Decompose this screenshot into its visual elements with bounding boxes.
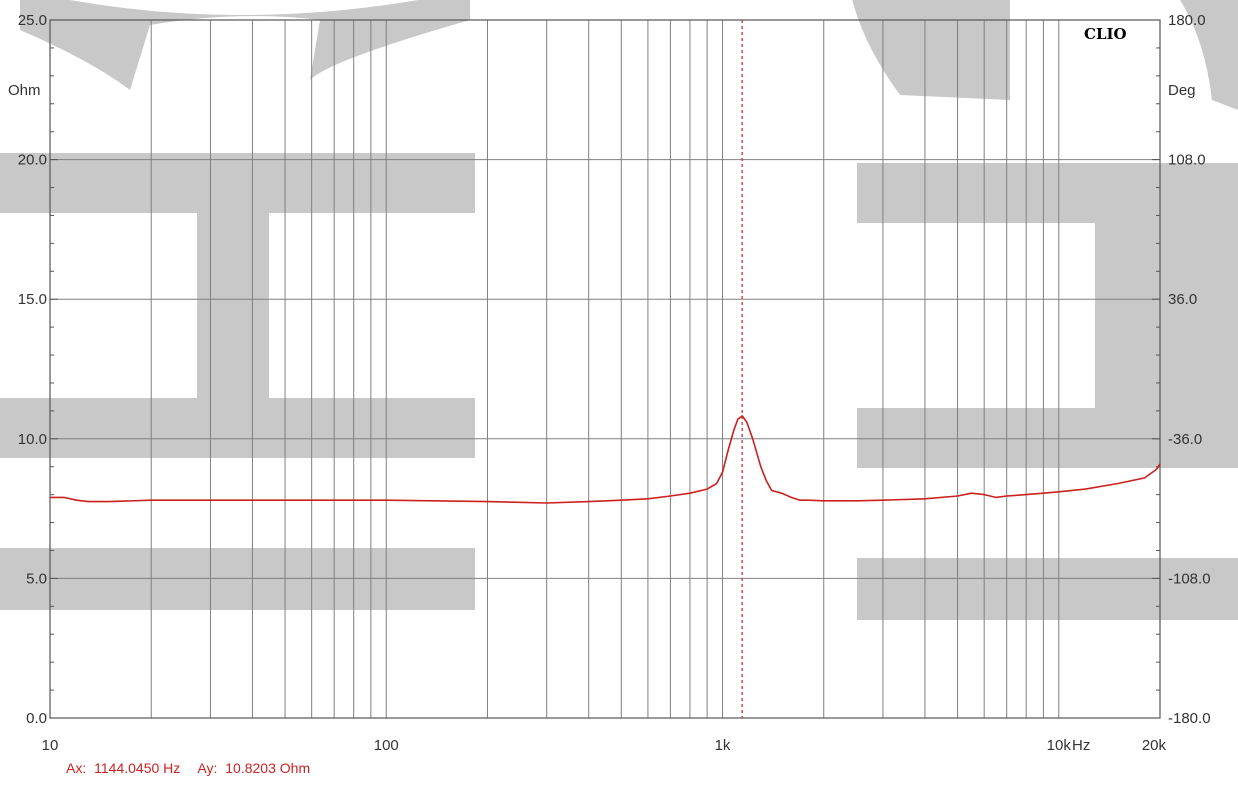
x-tick-label: 10: [42, 737, 59, 754]
y-tick-label: 5.0: [26, 570, 47, 587]
y-tick-label: 20.0: [18, 152, 47, 169]
y-axis-label: Ohm: [8, 82, 41, 99]
y2-axis-label: Deg: [1168, 82, 1196, 99]
grid-lines: [50, 20, 1160, 718]
y2-tick-label: 180.0: [1168, 12, 1206, 29]
readout-ay-value: 10.8203 Ohm: [225, 760, 310, 776]
x-tick-label: 20k: [1142, 737, 1167, 754]
x-tick-label: 1k: [715, 737, 731, 754]
y-tick-label: 10.0: [18, 431, 47, 448]
cursor-readout: Ax: 1144.0450 Hz Ay: 10.8203 Ohm: [66, 760, 310, 776]
y2-tick-label: 108.0: [1168, 152, 1206, 169]
y2-tick-label: 36.0: [1168, 291, 1197, 308]
x-unit-label: Hz: [1072, 737, 1090, 754]
impedance-series-line: [50, 415, 1161, 504]
x-tick-label: 100: [374, 737, 399, 754]
y-tick-label: 15.0: [18, 291, 47, 308]
brand-label: CLIO: [1084, 25, 1127, 43]
y2-tick-label: -108.0: [1168, 570, 1211, 587]
readout-ay-label: Ay:: [197, 760, 217, 776]
y-tick-label: 0.0: [26, 710, 47, 727]
y-tick-label: 25.0: [18, 12, 47, 29]
y2-tick-label: -36.0: [1168, 431, 1202, 448]
readout-ax-value: 1144.0450 Hz: [94, 760, 180, 776]
x-tick-label: 10k: [1047, 737, 1072, 754]
readout-ax-label: Ax:: [66, 760, 86, 776]
watermark-logo: [0, 0, 1238, 620]
y2-tick-label: -180.0: [1168, 710, 1211, 727]
plot-frame: [49, 19, 1161, 719]
